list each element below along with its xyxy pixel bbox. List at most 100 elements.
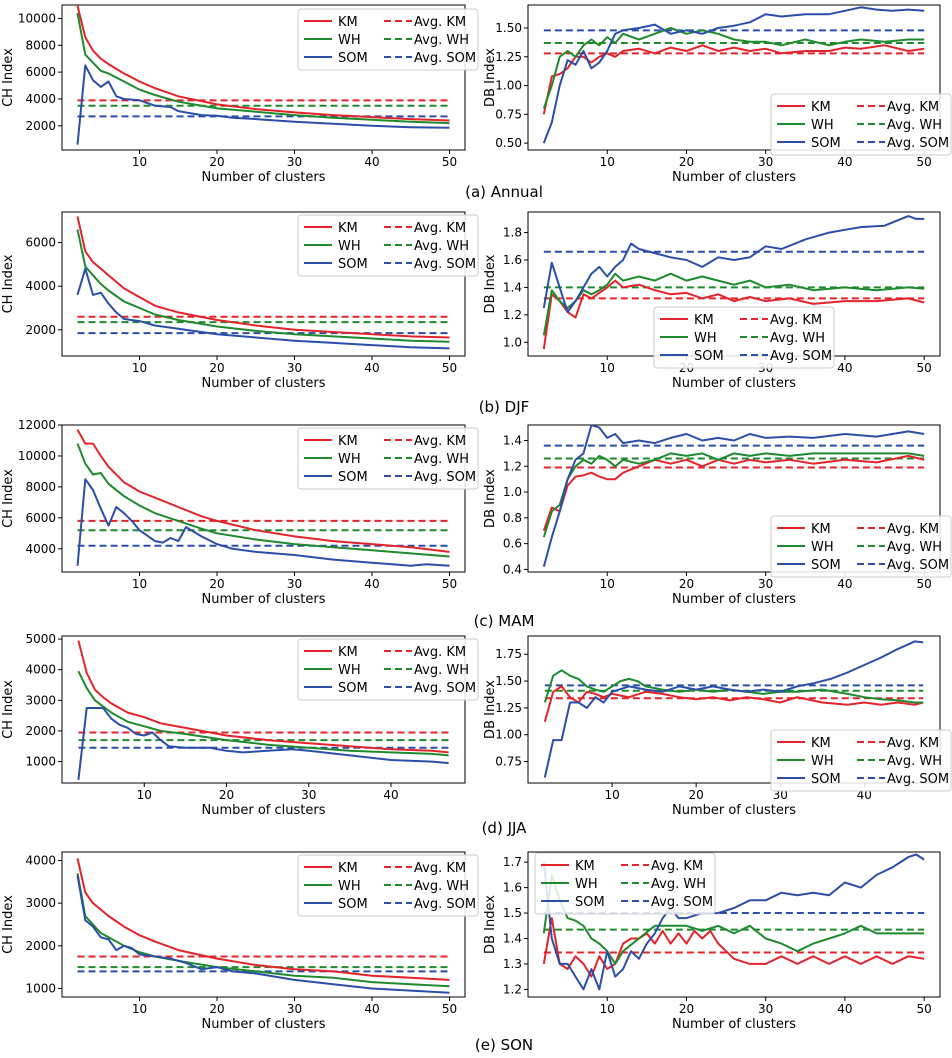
caption-son: (e) SON <box>475 1036 533 1054</box>
y-axis-label: DB Index <box>483 254 498 313</box>
x-tick-label: 30 <box>287 1002 302 1016</box>
legend-label-avg-km: Avg. KM <box>887 100 939 115</box>
x-tick-label: 50 <box>442 361 457 375</box>
legend-label-som: SOM <box>338 51 368 66</box>
axes-frame <box>61 211 466 357</box>
plot-area <box>77 640 449 781</box>
y-tick-label: 5000 <box>25 632 56 646</box>
legend-label-avg-som: Avg. SOM <box>887 136 949 151</box>
series-line-wh <box>76 229 450 343</box>
axes-frame <box>527 424 941 573</box>
legend-label-som: SOM <box>694 349 724 364</box>
series-line-wh <box>76 443 450 558</box>
legend: KM Avg. KM WH Avg. WH SOM Avg. SOM <box>297 854 479 917</box>
x-tick-label: 20 <box>689 788 704 802</box>
caption-djf: (b) DJF <box>479 398 530 416</box>
series-line-km <box>542 917 925 978</box>
x-tick-label: 20 <box>219 788 234 802</box>
x-tick-label: 20 <box>209 361 224 375</box>
y-axis-label: CH Index <box>1 680 16 739</box>
x-axis-label: Number of clusters <box>672 592 796 607</box>
legend-label-avg-wh: Avg. WH <box>414 663 469 678</box>
legend-label-avg-km: Avg. KM <box>887 522 939 537</box>
x-tick-label: 50 <box>917 577 932 591</box>
x-tick-label: 10 <box>132 155 147 169</box>
y-tick-label: 0.75 <box>495 755 522 769</box>
y-tick-label: 1.75 <box>495 647 522 661</box>
series-line-km <box>542 279 925 350</box>
x-tick-label: 40 <box>364 155 379 169</box>
series-line-som <box>76 64 450 145</box>
legend-label-avg-wh: Avg. WH <box>887 118 942 133</box>
x-tick-label: 50 <box>917 155 932 169</box>
x-tick-label: 40 <box>837 155 852 169</box>
y-tick-label: 4000 <box>25 854 56 868</box>
y-axis-label: DB Index <box>483 680 498 739</box>
legend-label-km: KM <box>338 434 358 449</box>
legend-label-avg-som: Avg. SOM <box>770 349 832 364</box>
x-axis-label: Number of clusters <box>201 803 325 818</box>
legend: KM Avg. KM WH Avg. WH SOM Avg. SOM <box>297 638 479 701</box>
x-tick-label: 30 <box>758 577 773 591</box>
x-axis-label: Number of clusters <box>201 1017 325 1032</box>
y-tick-label: 0.75 <box>495 107 522 121</box>
legend-label-avg-som: Avg. SOM <box>414 897 476 912</box>
legend: KM Avg. KM WH Avg. WH SOM Avg. SOM <box>297 214 479 277</box>
y-tick-label: 1.25 <box>495 701 522 715</box>
legend-label-som: SOM <box>575 895 605 910</box>
legend-label-km: KM <box>338 645 358 660</box>
y-tick-label: 8000 <box>25 38 56 52</box>
series-line-som <box>76 875 450 994</box>
legend-label-som: SOM <box>338 470 368 485</box>
x-tick-label: 20 <box>209 577 224 591</box>
legend-label-km: KM <box>338 861 358 876</box>
x-tick-label: 30 <box>758 1002 773 1016</box>
series-line-som <box>542 853 925 991</box>
panels: 10 20 30 40 50 2000 4000 6000 8000 10000 Number of… <box>1 4 952 1032</box>
legend-label-km: KM <box>338 15 358 30</box>
panel-son-db: 10 20 30 40 50 1.2 1.3 1.4 1.5 1.6 1.7 Number of cl… <box>483 851 941 1032</box>
legend-label-avg-km: Avg. KM <box>414 434 466 449</box>
y-tick-label: 1.0 <box>503 485 522 499</box>
x-tick-label: 10 <box>132 577 147 591</box>
legend-label-avg-wh: Avg. WH <box>414 33 469 48</box>
legend-label-km: KM <box>811 736 831 751</box>
legend-label-avg-wh: Avg. WH <box>887 754 942 769</box>
y-tick-label: 3000 <box>25 693 56 707</box>
legend-label-km: KM <box>811 522 831 537</box>
y-tick-label: 1.4 <box>503 931 522 945</box>
x-tick-label: 50 <box>442 577 457 591</box>
y-tick-label: 0.8 <box>503 511 522 525</box>
series-line-km <box>543 685 924 723</box>
legend-label-som: SOM <box>338 257 368 272</box>
x-tick-label: 40 <box>364 577 379 591</box>
x-tick-label: 30 <box>287 577 302 591</box>
y-tick-label: 2000 <box>25 323 56 337</box>
y-tick-label: 1.25 <box>495 50 522 64</box>
series-line-km <box>76 429 450 553</box>
x-axis-label: Number of clusters <box>201 376 325 391</box>
x-tick-label: 40 <box>837 361 852 375</box>
y-tick-label: 3000 <box>25 896 56 910</box>
x-tick-label: 10 <box>600 155 615 169</box>
y-axis-label: CH Index <box>1 895 16 954</box>
panel-jja-ch: 10 20 30 40 1000 2000 3000 4000 5000 Number of cl… <box>1 632 479 818</box>
legend-label-avg-som: Avg. SOM <box>651 895 713 910</box>
legend-label-avg-wh: Avg. WH <box>651 877 706 892</box>
legend-label-avg-km: Avg. KM <box>414 15 466 30</box>
legend-label-avg-som: Avg. SOM <box>414 51 476 66</box>
legend: KM Avg. KM WH Avg. WH SOM Avg. SOM <box>770 729 952 792</box>
x-tick-label: 10 <box>600 1002 615 1016</box>
legend-label-avg-km: Avg. KM <box>770 313 822 328</box>
x-tick-label: 40 <box>837 577 852 591</box>
x-tick-label: 50 <box>442 155 457 169</box>
plot-area <box>542 215 925 350</box>
x-tick-label: 50 <box>917 1002 932 1016</box>
legend-label-wh: WH <box>811 540 834 555</box>
axes-frame <box>527 4 941 151</box>
x-tick-label: 20 <box>679 155 694 169</box>
x-tick-label: 10 <box>132 361 147 375</box>
legend-label-wh: WH <box>338 33 361 48</box>
y-tick-label: 1.6 <box>503 253 522 267</box>
